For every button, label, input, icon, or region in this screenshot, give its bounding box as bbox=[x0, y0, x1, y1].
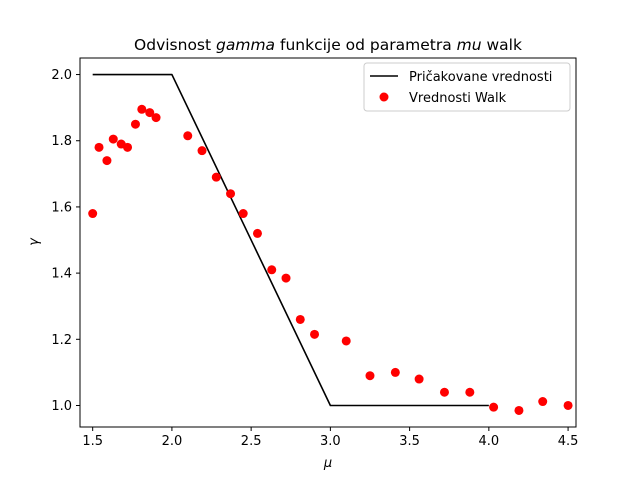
walk-data-point bbox=[197, 146, 207, 156]
walk-data-point bbox=[267, 265, 277, 275]
walk-data-point bbox=[414, 374, 424, 384]
walk-data-point bbox=[145, 108, 155, 118]
legend-box bbox=[363, 62, 571, 112]
legend-marker-swatch bbox=[379, 92, 389, 102]
walk-data-point bbox=[88, 209, 98, 219]
legend-label-expected: Pričakovane vrednosti bbox=[409, 70, 552, 85]
walk-data-point bbox=[130, 119, 140, 129]
y-tick-label: 1.6 bbox=[51, 200, 72, 215]
walk-data-point bbox=[108, 134, 118, 144]
y-axis: 1.0 1.2 1.4 1.6 1.8 2.0 bbox=[51, 68, 80, 414]
y-tick-label: 1.4 bbox=[51, 267, 72, 282]
walk-data-point bbox=[94, 142, 104, 152]
walk-data-point bbox=[102, 156, 112, 166]
legend-label-walk: Vrednosti Walk bbox=[409, 91, 507, 106]
title-part: gamma bbox=[216, 36, 275, 54]
walk-data-point bbox=[390, 367, 400, 377]
x-axis-label: μ bbox=[323, 456, 332, 471]
walk-data-point bbox=[137, 104, 147, 114]
walk-data-point bbox=[238, 209, 248, 219]
walk-data-point bbox=[226, 189, 236, 199]
x-tick-label: 3.0 bbox=[320, 434, 341, 449]
title-part: mu bbox=[457, 36, 482, 54]
title-part: walk bbox=[482, 36, 522, 54]
walk-data-point bbox=[465, 387, 475, 397]
x-tick-label: 2.0 bbox=[162, 434, 183, 449]
walk-data-point bbox=[310, 329, 320, 339]
walk-data-point bbox=[514, 405, 524, 415]
legend: Pričakovane vrednosti Vrednosti Walk bbox=[363, 62, 571, 112]
walk-data-point bbox=[341, 336, 351, 346]
title-part: funkcije od parametra bbox=[275, 36, 457, 54]
x-tick-label: 3.5 bbox=[399, 434, 420, 449]
y-axis-label: γ bbox=[27, 237, 42, 246]
walk-data-point bbox=[489, 402, 499, 412]
walk-data-point bbox=[538, 397, 548, 407]
walk-data-point bbox=[252, 228, 262, 238]
walk-data-point bbox=[151, 113, 161, 123]
y-tick-label: 1.2 bbox=[51, 333, 72, 348]
x-tick-label: 4.0 bbox=[478, 434, 499, 449]
x-tick-label: 2.5 bbox=[241, 434, 262, 449]
walk-data-point bbox=[211, 172, 221, 182]
walk-data-point bbox=[365, 371, 375, 381]
walk-data-point bbox=[563, 400, 573, 410]
x-tick-label: 4.5 bbox=[558, 434, 579, 449]
title-part: Odvisnost bbox=[134, 36, 216, 54]
x-axis: 1.5 2.0 2.5 3.0 3.5 4.0 4.5 bbox=[82, 427, 578, 449]
y-tick-label: 1.8 bbox=[51, 134, 72, 149]
x-tick-label: 1.5 bbox=[82, 434, 103, 449]
expected-values-line bbox=[92, 73, 489, 407]
axes-frame bbox=[79, 57, 577, 428]
plot-area bbox=[88, 73, 573, 415]
y-tick-label: 1.0 bbox=[51, 399, 72, 414]
walk-data-point bbox=[281, 273, 291, 283]
walk-data-point bbox=[295, 314, 305, 324]
walk-data-point bbox=[123, 142, 133, 152]
walk-data-point bbox=[183, 131, 193, 141]
chart-title: Odvisnost gamma funkcije od parametra mu… bbox=[134, 36, 522, 54]
y-tick-label: 2.0 bbox=[51, 68, 72, 83]
walk-data-point bbox=[439, 387, 449, 397]
